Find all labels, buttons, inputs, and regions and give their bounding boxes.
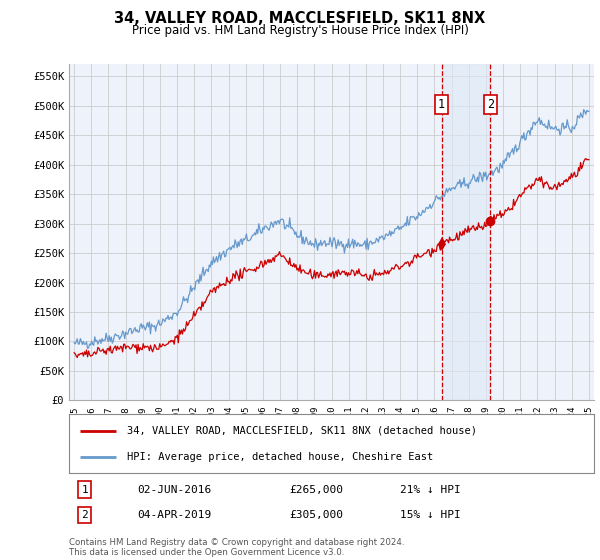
Text: 04-APR-2019: 04-APR-2019	[137, 510, 212, 520]
Text: Price paid vs. HM Land Registry's House Price Index (HPI): Price paid vs. HM Land Registry's House …	[131, 24, 469, 36]
Bar	[442, 64, 490, 400]
Text: 15% ↓ HPI: 15% ↓ HPI	[400, 510, 461, 520]
Text: 34, VALLEY ROAD, MACCLESFIELD, SK11 8NX: 34, VALLEY ROAD, MACCLESFIELD, SK11 8NX	[115, 11, 485, 26]
Text: 34, VALLEY ROAD, MACCLESFIELD, SK11 8NX (detached house): 34, VALLEY ROAD, MACCLESFIELD, SK11 8NX …	[127, 426, 477, 436]
Text: 1: 1	[82, 484, 88, 494]
Text: 1: 1	[438, 98, 445, 111]
Text: Contains HM Land Registry data © Crown copyright and database right 2024.
This d: Contains HM Land Registry data © Crown c…	[69, 538, 404, 557]
Text: 2: 2	[82, 510, 88, 520]
Text: 02-JUN-2016: 02-JUN-2016	[137, 484, 212, 494]
Text: £265,000: £265,000	[290, 484, 343, 494]
Text: HPI: Average price, detached house, Cheshire East: HPI: Average price, detached house, Ches…	[127, 452, 433, 462]
Text: £305,000: £305,000	[290, 510, 343, 520]
Text: 21% ↓ HPI: 21% ↓ HPI	[400, 484, 461, 494]
Text: 2: 2	[487, 98, 494, 111]
